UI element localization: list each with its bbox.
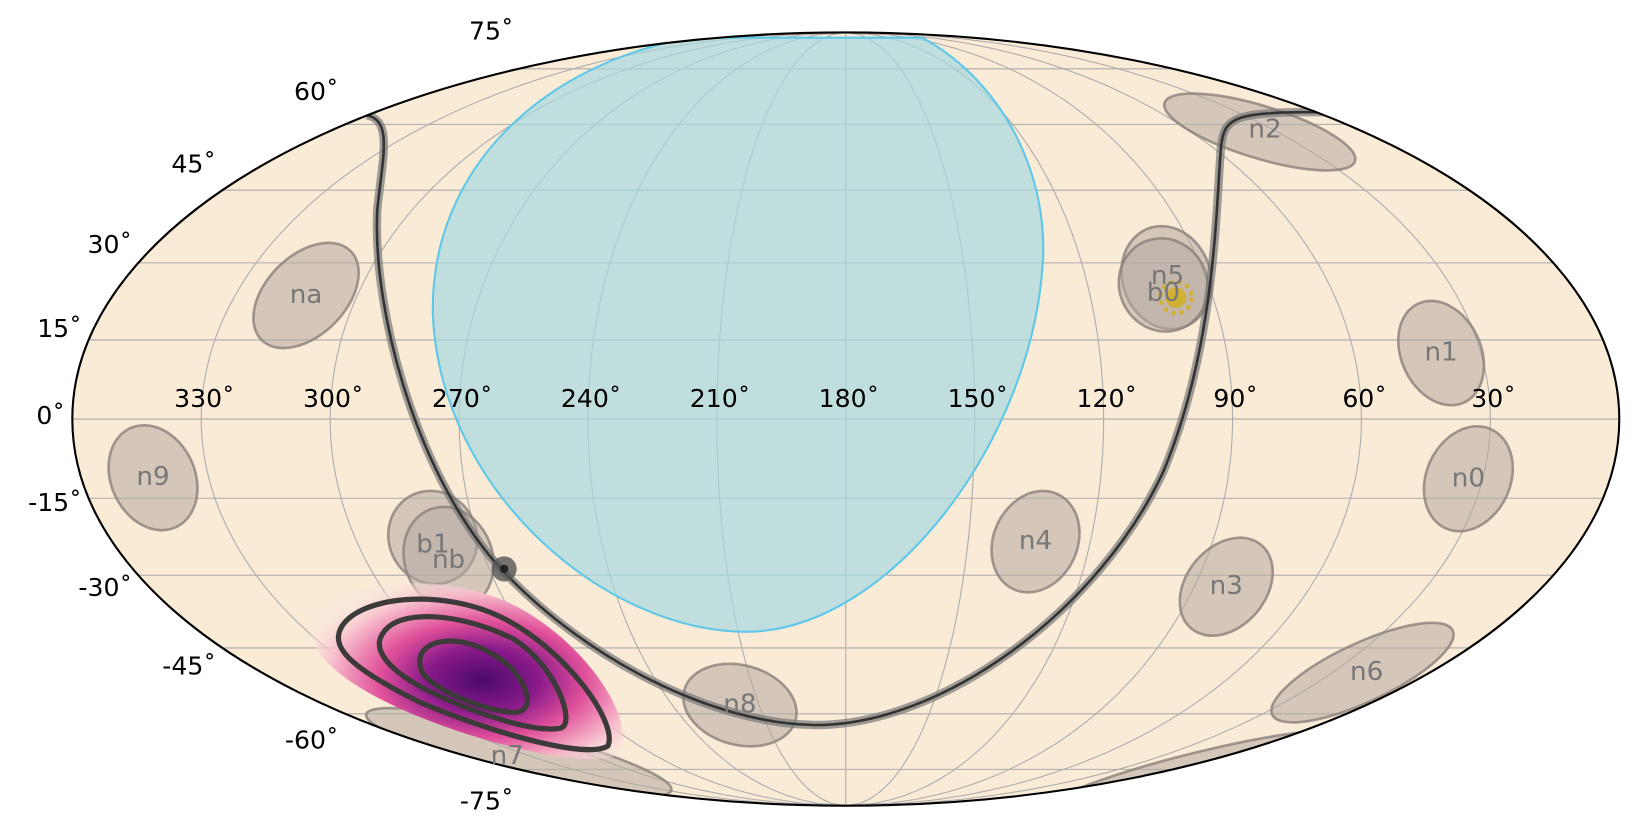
detector-n4 [990, 489, 1081, 594]
longitude-label: 240˚ [561, 384, 622, 413]
detector-label: n4 [1019, 526, 1052, 556]
longitude-label: 60˚ [1342, 384, 1387, 413]
latitude-label: 75˚ [469, 16, 514, 45]
map-border [71, 31, 1621, 807]
detector-n0 [1422, 425, 1515, 533]
galactic-center-dot [499, 564, 509, 574]
longitude-label: 270˚ [432, 384, 493, 413]
detector-label: n6 [1350, 657, 1383, 687]
detector-label: nb [432, 545, 465, 575]
detector-label: n5 [1151, 261, 1184, 291]
longitude-label: 210˚ [690, 384, 751, 413]
galactic-plane [366, 110, 1326, 727]
detector-label: n1 [1424, 338, 1457, 368]
detector-n1 [1396, 299, 1486, 407]
latitude-label: -45˚ [162, 651, 216, 680]
latitude-label: 60˚ [294, 77, 339, 106]
latitude-label: -75˚ [460, 787, 514, 816]
longitude-labels: 330˚ 300˚ 270˚ 240˚ 210˚ 180˚ 150˚ 120˚ 90˚ 60˚ 30… [174, 384, 1516, 413]
detector-label: b0 [1147, 278, 1180, 308]
detector-label: na [290, 280, 323, 310]
latitude-label: 30˚ [88, 230, 133, 259]
longitude-label: 120˚ [1076, 384, 1137, 413]
detector-label: b1 [416, 529, 449, 559]
detector-label: n3 [1210, 571, 1243, 601]
sun [1158, 279, 1194, 316]
detector-label: n7 [491, 741, 524, 771]
detector-n3 [1178, 536, 1275, 637]
earth-occultation [431, 36, 1045, 633]
contour-middle [376, 614, 569, 732]
detector-label: n9 [136, 462, 169, 492]
longitude-label: 30˚ [1471, 384, 1516, 413]
detector-na [252, 241, 360, 350]
contour-inner [417, 638, 530, 716]
detector-label: n8 [723, 690, 756, 720]
longitude-label: 90˚ [1213, 384, 1258, 413]
detector-n2 [1162, 92, 1357, 172]
detector-label: n2 [1248, 114, 1281, 144]
longitude-label: 180˚ [819, 384, 880, 413]
detector-n9 [107, 423, 199, 532]
longitude-label: 300˚ [303, 384, 364, 413]
latitude-label: -15˚ [28, 488, 82, 517]
detector-n6 [1270, 621, 1455, 724]
longitude-label: 330˚ [174, 384, 235, 413]
latitude-label: -60˚ [285, 726, 339, 755]
latitude-label: 45˚ [171, 150, 216, 179]
latitude-label: 0˚ [36, 401, 65, 430]
latitude-label: 15˚ [37, 314, 82, 343]
longitude-label: 150˚ [948, 384, 1009, 413]
latitude-label: -30˚ [78, 573, 132, 602]
detector-label: n0 [1452, 463, 1485, 493]
contour-outer [335, 596, 612, 753]
